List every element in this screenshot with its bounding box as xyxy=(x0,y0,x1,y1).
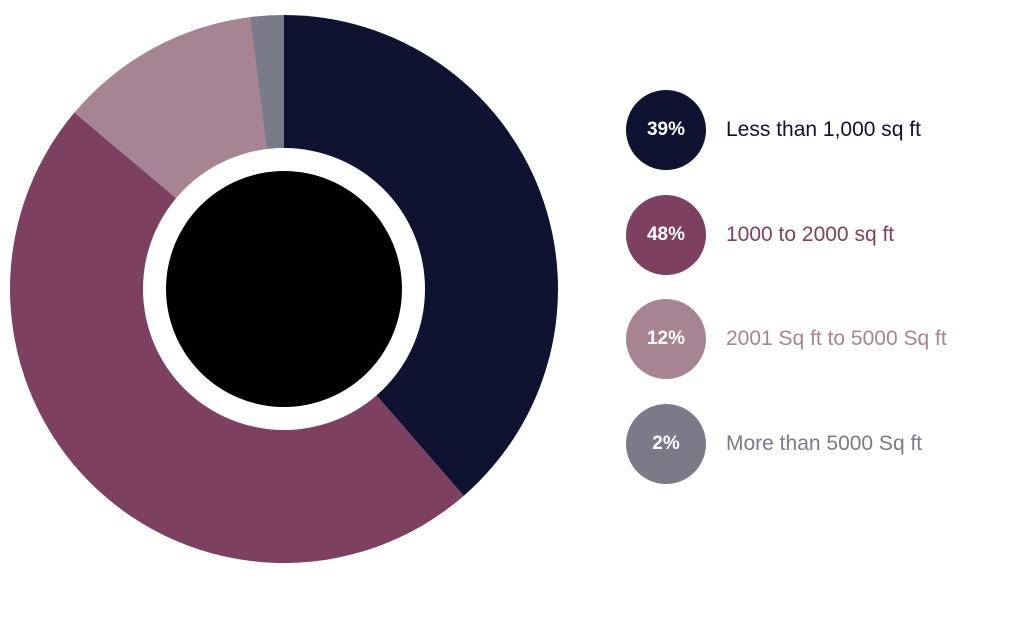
legend-label: 1000 to 2000 sq ft xyxy=(726,222,895,246)
legend-label: Less than 1,000 sq ft xyxy=(726,118,921,141)
legend: 39% Less than 1,000 sq ft 48% 1000 to 20… xyxy=(626,90,1016,508)
legend-label: More than 5000 Sq ft xyxy=(726,431,923,455)
legend-badge: 12% xyxy=(626,299,706,379)
legend-item: 12% 2001 Sq ft to 5000 Sq ft xyxy=(626,299,1016,379)
donut-slice xyxy=(284,15,558,496)
legend-label: 2001 Sq ft to 5000 Sq ft xyxy=(726,327,947,350)
legend-badge: 39% xyxy=(626,90,706,170)
legend-item: 2% More than 5000 Sq ft xyxy=(626,403,1016,484)
legend-item: 48% 1000 to 2000 sq ft xyxy=(626,194,1016,275)
legend-badge: 2% xyxy=(626,403,706,484)
legend-badge: 48% xyxy=(626,194,706,275)
center-dot xyxy=(166,171,402,407)
legend-item: 39% Less than 1,000 sq ft xyxy=(626,90,1016,170)
